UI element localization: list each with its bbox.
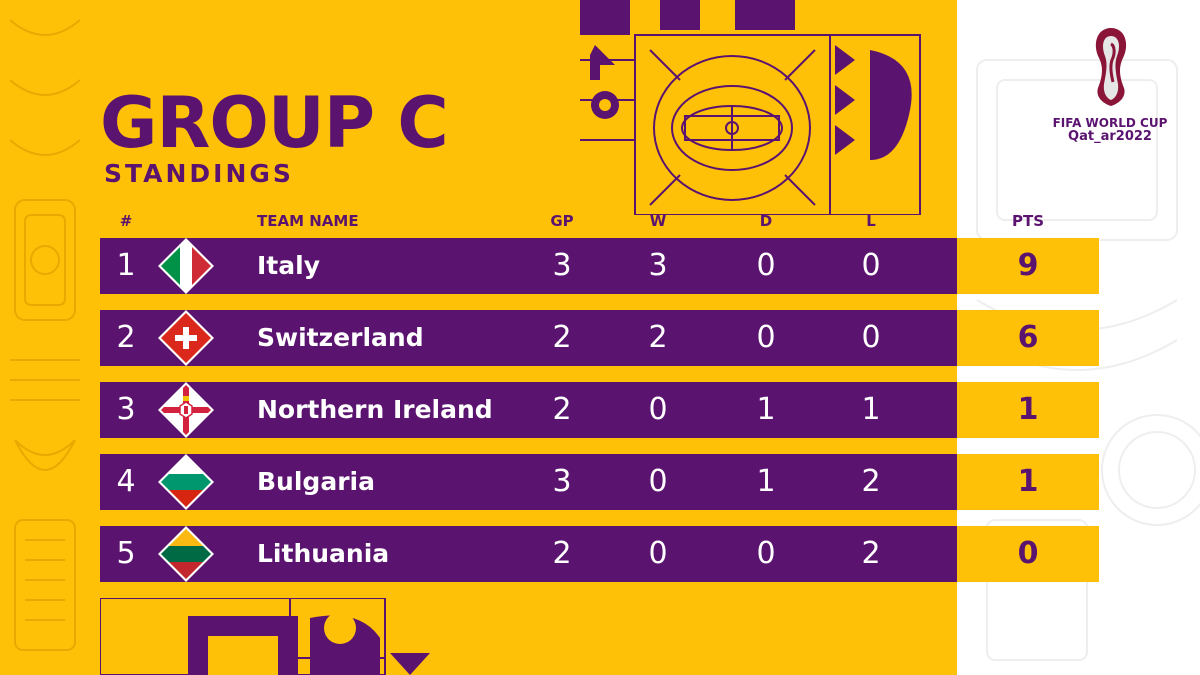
d-cell: 0 <box>756 320 776 355</box>
row-band <box>100 382 957 438</box>
d-column-header: D <box>759 212 773 230</box>
rank-cell: 3 <box>116 392 136 427</box>
bulgaria-flag-icon <box>158 454 214 510</box>
team-column-header: TEAM NAME <box>257 212 359 230</box>
team-name: Switzerland <box>257 323 424 352</box>
l-cell: 2 <box>861 536 881 571</box>
w-cell: 0 <box>648 464 668 499</box>
pts-cell: 0 <box>1017 536 1039 571</box>
points-box <box>957 238 1099 294</box>
table-row: 1 Italy 3 3 0 0 9 <box>100 238 1099 294</box>
pts-column-header: PTS <box>1011 212 1045 230</box>
rank-cell: 4 <box>116 464 136 499</box>
l-cell: 0 <box>861 248 881 283</box>
pts-cell: 9 <box>1017 248 1039 283</box>
pts-cell: 6 <box>1017 320 1039 355</box>
rank-cell: 5 <box>116 536 136 571</box>
l-cell: 1 <box>861 392 881 427</box>
table-row: 4 Bulgaria 3 0 1 2 1 <box>100 454 1099 510</box>
row-band <box>100 526 957 582</box>
d-cell: 1 <box>756 392 776 427</box>
l-column-header: L <box>866 212 876 230</box>
w-cell: 2 <box>648 320 668 355</box>
gp-cell: 2 <box>552 536 572 571</box>
world-cup-trophy-logo <box>1095 28 1127 106</box>
fifa-world-cup-label: FIFA WORLD CUP <box>1052 116 1168 130</box>
w-cell: 0 <box>648 536 668 571</box>
row-band <box>100 310 957 366</box>
points-box <box>957 382 1099 438</box>
gp-cell: 2 <box>552 320 572 355</box>
row-band <box>100 238 957 294</box>
team-name: Northern Ireland <box>257 395 493 424</box>
rank-cell: 2 <box>116 320 136 355</box>
italy-flag-icon <box>158 238 214 294</box>
row-band <box>100 454 957 510</box>
w-cell: 0 <box>648 392 668 427</box>
d-cell: 0 <box>756 248 776 283</box>
pts-cell: 1 <box>1017 392 1039 427</box>
top-geometric-decoration <box>580 0 921 215</box>
table-row: 3 Northern Ireland 2 0 1 1 1 <box>100 382 1099 438</box>
w-column-header: W <box>649 212 667 230</box>
left-pattern-decoration <box>9 19 81 651</box>
team-name: Bulgaria <box>257 467 375 496</box>
d-cell: 0 <box>756 536 776 571</box>
pts-cell: 1 <box>1017 464 1039 499</box>
gp-column-header: GP <box>550 212 574 230</box>
d-cell: 1 <box>756 464 776 499</box>
page-title: GROUP C <box>100 82 449 164</box>
table-row: 5 Lithuania 2 0 0 2 0 <box>100 526 1099 582</box>
w-cell: 3 <box>648 248 668 283</box>
points-box <box>957 310 1099 366</box>
gp-cell: 2 <box>552 392 572 427</box>
rank-cell: 1 <box>116 248 136 283</box>
rank-column-header: # <box>119 212 133 230</box>
table-row: 2 Switzerland 2 2 0 0 6 <box>100 310 1099 366</box>
team-name: Lithuania <box>257 539 390 568</box>
l-cell: 0 <box>861 320 881 355</box>
qatar-2022-label: Qat_ar2022 <box>1068 129 1152 144</box>
bottom-geometric-decoration <box>100 598 430 675</box>
points-box <box>957 454 1099 510</box>
northern-ireland-flag-icon <box>158 382 214 438</box>
l-cell: 2 <box>861 464 881 499</box>
lithuania-flag-icon <box>158 526 214 582</box>
gp-cell: 3 <box>552 248 572 283</box>
points-box <box>957 526 1099 582</box>
page-subtitle: STANDINGS <box>104 159 294 188</box>
team-name: Italy <box>257 251 320 280</box>
switzerland-flag-icon <box>158 310 214 366</box>
gp-cell: 3 <box>552 464 572 499</box>
